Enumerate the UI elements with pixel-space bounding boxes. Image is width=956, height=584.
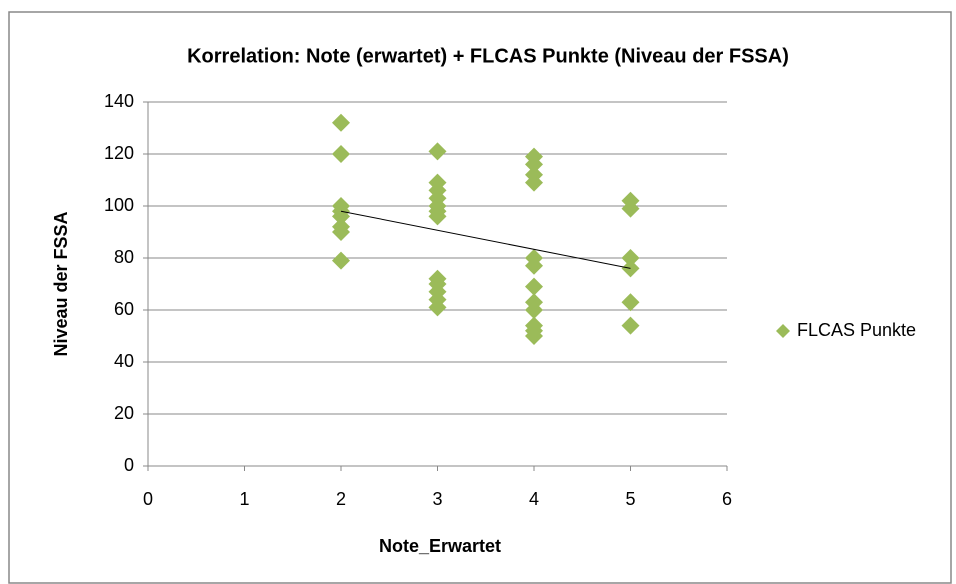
y-tick-label: 60 (114, 299, 134, 319)
scatter-point (621, 199, 640, 218)
scatter-point (525, 277, 543, 296)
scatter-point (621, 249, 640, 267)
y-tick-label: 100 (104, 195, 134, 215)
y-tick-label: 140 (104, 91, 134, 111)
scatter-point (525, 256, 543, 275)
scatter-point (525, 327, 543, 345)
scatter-point (428, 298, 447, 317)
x-axis-label: Note_Erwartet (379, 536, 501, 556)
y-tick-label: 40 (114, 351, 134, 371)
scatter-point (621, 316, 640, 335)
chart-frame (8, 11, 952, 584)
chart-title: Korrelation: Note (erwartet) + FLCAS Pun… (187, 45, 789, 67)
legend-marker (776, 324, 790, 338)
x-tick-label: 4 (529, 489, 539, 509)
scatter-point (525, 173, 543, 192)
x-tick-label: 5 (625, 489, 635, 509)
y-tick-label: 20 (114, 403, 134, 423)
x-tick-label: 1 (239, 489, 249, 509)
trendline (340, 210, 631, 269)
y-tick-label: 80 (114, 247, 134, 267)
y-tick-label: 120 (104, 143, 134, 163)
x-tick-label: 6 (722, 489, 732, 509)
scatter-point (525, 301, 543, 319)
scatter-point (428, 207, 447, 226)
scatter-point (525, 155, 543, 174)
scatter-point (332, 113, 350, 132)
scatter-point (621, 293, 640, 312)
scatter-point (428, 142, 447, 161)
y-axis-label: Niveau der FSSA (51, 211, 71, 356)
x-tick-label: 3 (432, 489, 442, 509)
scatter-point (332, 223, 350, 241)
scatter-point (332, 251, 350, 270)
x-tick-label: 2 (336, 489, 346, 509)
y-tick-label: 0 (124, 455, 134, 475)
x-tick-label: 0 (143, 489, 153, 509)
legend-label: FLCAS Punkte (797, 320, 916, 340)
scatter-point (332, 145, 350, 163)
